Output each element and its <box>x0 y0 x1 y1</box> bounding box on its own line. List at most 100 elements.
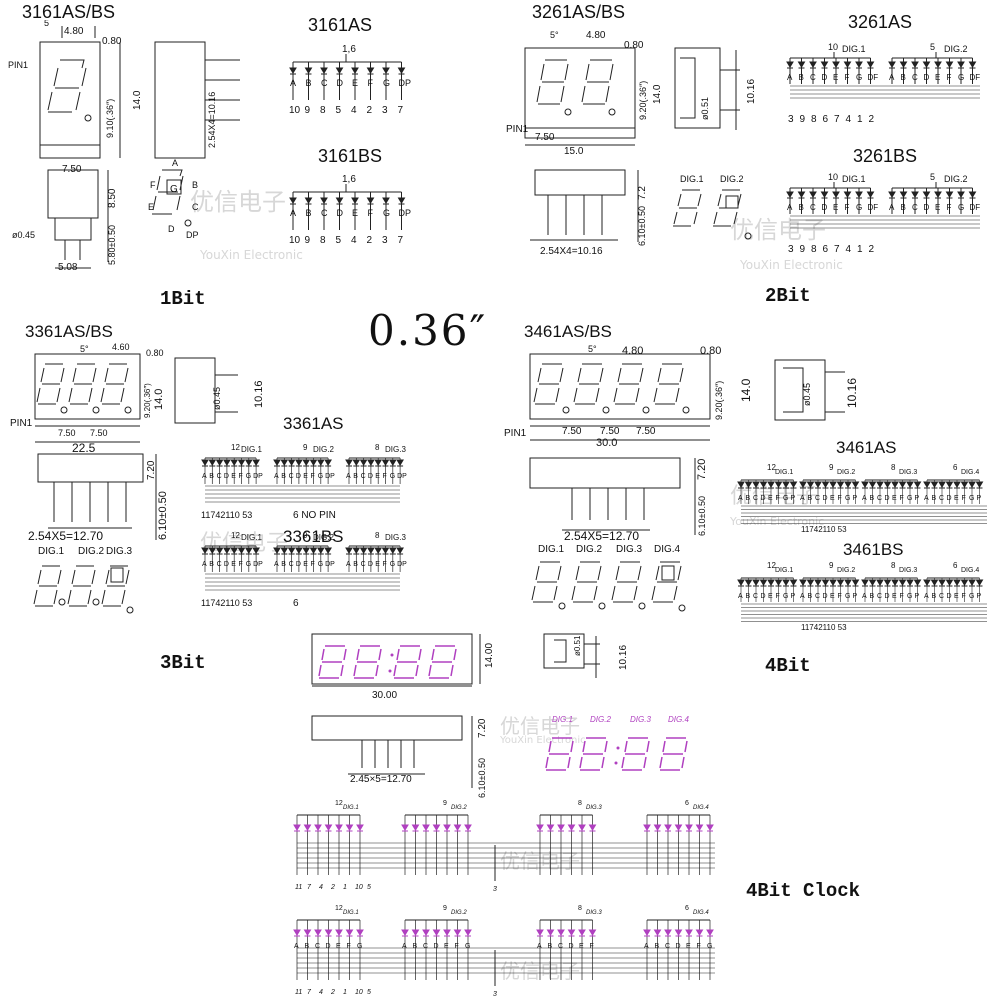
diode-symbol <box>381 459 390 466</box>
common-pin-label: 8 <box>578 800 582 807</box>
segment-label: G <box>707 943 712 950</box>
pin-number: 3 <box>493 886 497 893</box>
diode-symbol <box>536 929 544 936</box>
dim-digit-height: 9.20(.36″) <box>143 383 152 418</box>
diode-symbol <box>891 579 899 586</box>
diode-symbol <box>923 579 931 586</box>
diode-symbol <box>922 191 931 198</box>
segment-label: D <box>368 561 373 568</box>
segment-label: D <box>326 943 331 950</box>
segment-label: C <box>753 593 758 600</box>
segment-label: D <box>224 561 229 568</box>
diode-symbol <box>906 481 914 488</box>
segment-label: E <box>444 943 449 950</box>
diode-symbol <box>809 191 817 198</box>
pin-number: 2 <box>330 989 335 996</box>
diode-symbol <box>855 61 863 68</box>
diode-symbol <box>303 824 312 831</box>
diode-symbol <box>752 481 760 488</box>
outline-3261: 5° 4.80 0.80 PIN1 7.50 15.0 14.0 9.20(.3… <box>506 30 757 257</box>
segment-label: E <box>303 561 308 568</box>
diode-symbol <box>786 61 794 68</box>
pin-number: 2 <box>869 244 875 255</box>
diode-symbol <box>335 824 343 831</box>
segment-label: G <box>318 561 323 568</box>
diode-symbol <box>945 579 954 586</box>
segment-label: D <box>924 203 930 212</box>
common-pin-label: 6 <box>953 463 958 472</box>
seg-dp-label: DP <box>186 230 199 240</box>
diode-symbol <box>293 824 301 831</box>
diode-symbol <box>643 824 651 831</box>
diode-symbol <box>324 459 332 466</box>
segment-label: G <box>845 593 850 600</box>
dim-pin-diameter: ø0.45 <box>802 383 812 406</box>
pin-number: 4 <box>319 884 323 891</box>
pin-number: 7 <box>834 244 840 255</box>
common-pin-label: 12 <box>231 443 240 452</box>
segment-label: C <box>289 473 294 480</box>
segment-label: E <box>686 943 691 950</box>
diode-symbol <box>244 547 253 554</box>
pin-number: 4 <box>351 105 357 116</box>
segment-label: A <box>274 473 279 480</box>
segment-label: E <box>935 73 940 82</box>
segment-label: B <box>209 473 214 480</box>
segment-label: E <box>303 473 308 480</box>
segment-label: DF <box>970 203 981 212</box>
segment-label: B <box>305 943 310 950</box>
pin-number: 5 <box>367 884 371 891</box>
segment-label: G <box>907 593 912 600</box>
diode-symbol <box>244 459 253 466</box>
dim-digit-pitch-1: 7.50 <box>562 426 582 437</box>
segment-label: A <box>537 943 542 950</box>
diode-symbol <box>843 191 852 198</box>
dig4-label: DIG.4 <box>668 715 689 724</box>
pin-number: 7 <box>398 235 404 246</box>
diode-symbol <box>314 824 322 831</box>
diode-symbol <box>351 197 359 204</box>
dig1-label: DIG.1 <box>680 174 704 184</box>
size-title: 0.36″ <box>368 306 488 355</box>
diode-symbol <box>876 481 884 488</box>
segment-label: G <box>390 473 395 480</box>
segment-label: E <box>768 495 773 502</box>
common-pin-label: 10 <box>828 42 838 52</box>
diode-symbol <box>674 929 683 936</box>
diode-symbol <box>557 824 565 831</box>
segment-label: C <box>815 495 820 502</box>
segment-label: E <box>892 593 897 600</box>
segment-label: E <box>352 78 358 88</box>
diode-symbol <box>774 481 783 488</box>
dig1-label: DIG.1 <box>38 546 65 557</box>
digit-label: DIG.1 <box>775 469 793 476</box>
diode-symbol <box>411 929 420 936</box>
segment-label: A <box>889 73 895 82</box>
diode-symbol <box>567 824 576 831</box>
dig2-label: DIG.2 <box>78 546 105 557</box>
diode-symbol <box>443 824 451 831</box>
diode-symbol <box>957 191 965 198</box>
diode-symbol <box>345 929 354 936</box>
diode-symbol <box>906 579 914 586</box>
diode-symbol <box>381 547 390 554</box>
dim-width-seg: 4.80 <box>622 345 643 357</box>
diode-symbol <box>968 481 976 488</box>
segment-label: F <box>455 943 459 950</box>
segment-label: DP <box>399 78 412 88</box>
diode-symbol <box>304 197 313 204</box>
segment-label: D <box>676 943 681 950</box>
common-pin-label: 9 <box>303 531 308 540</box>
diode-symbol <box>866 191 875 198</box>
diode-symbol <box>295 459 303 466</box>
segment-label: DP <box>397 561 407 568</box>
diode-symbol <box>280 459 289 466</box>
segment-label: A <box>346 473 351 480</box>
segment-label: C <box>217 473 222 480</box>
dim-pin-diameter: ø0.51 <box>573 635 582 656</box>
diode-symbol <box>861 579 869 586</box>
pin-numbers: 11742110 53 <box>801 623 847 630</box>
diode-symbol <box>273 547 281 554</box>
dim-seg-height: 7.20 <box>696 459 708 480</box>
dim-pin-diameter: ø0.45 <box>12 230 35 240</box>
